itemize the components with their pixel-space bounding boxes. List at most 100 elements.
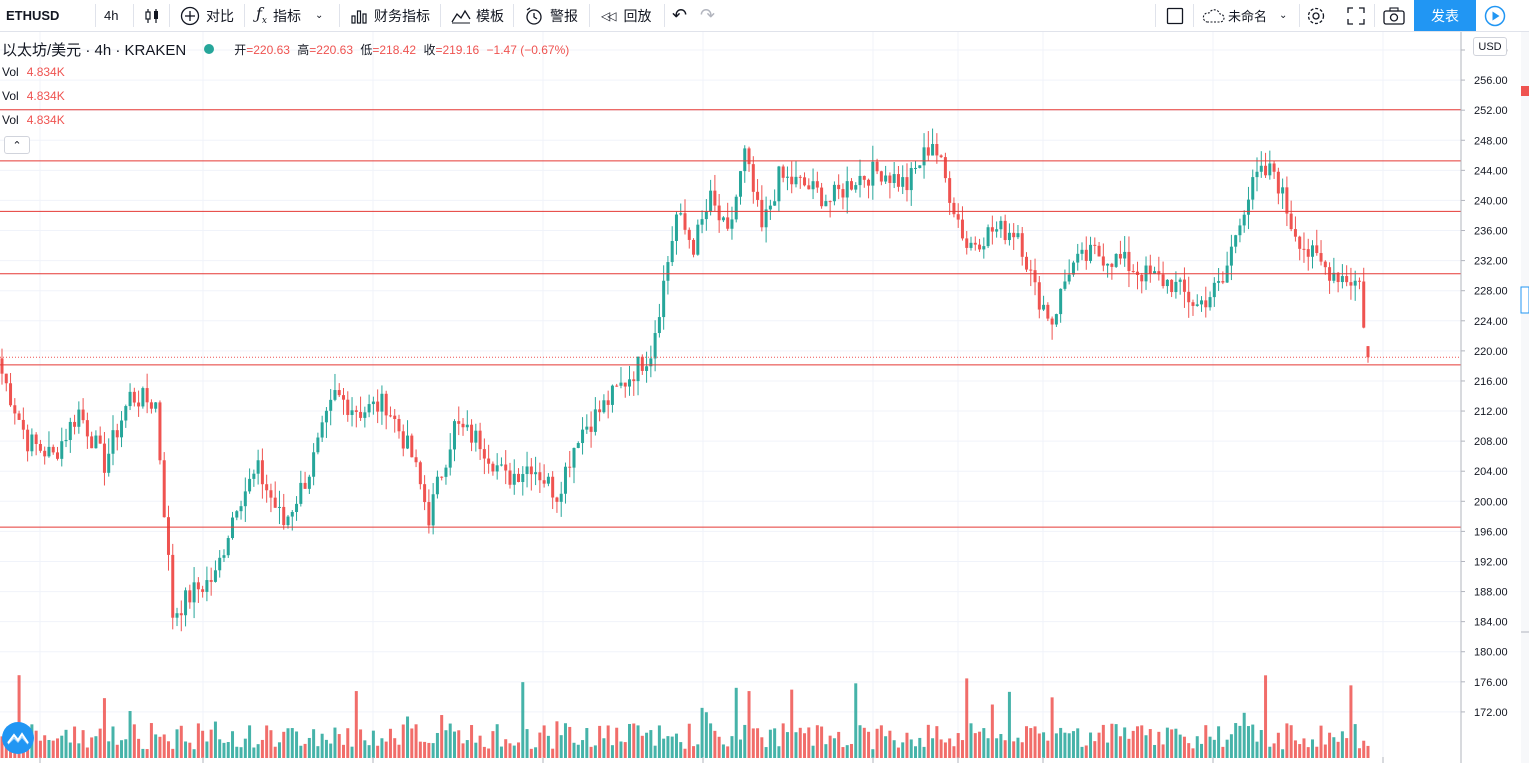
candle-body: [290, 511, 294, 517]
layout-button[interactable]: [1166, 0, 1184, 31]
templates-button[interactable]: 模板: [451, 0, 504, 31]
volume-bar: [1170, 729, 1174, 758]
volume-bar: [1067, 733, 1071, 758]
volume-bar: [414, 724, 418, 758]
financials-button[interactable]: 财务指标: [350, 0, 430, 31]
candle-body: [1221, 281, 1225, 283]
candle-body: [854, 185, 858, 190]
price-tick-label: 236.00: [1474, 226, 1508, 238]
volume-bar: [491, 731, 495, 758]
volume-bar: [1123, 727, 1127, 758]
volume-legend[interactable]: Vol 4.834K: [2, 65, 65, 79]
candle-body: [807, 185, 811, 190]
toolbar-divider: [513, 4, 514, 27]
volume-bar: [1212, 739, 1216, 758]
candle-body: [790, 176, 794, 185]
chart-type-button[interactable]: [143, 0, 161, 31]
candle-body: [960, 219, 964, 239]
candle-body: [81, 409, 85, 421]
price-tick-label: 192.00: [1474, 556, 1508, 568]
price-chart[interactable]: 252.05245.26238.55230.25218.14196.56219.…: [0, 32, 1529, 763]
price-axis[interactable]: 172.00 176.00 180.00 184.00 188.00 192.00 196.…: [1460, 32, 1529, 763]
candle-body: [798, 176, 802, 178]
alert-label: 警报: [550, 7, 578, 24]
volume-bar: [1225, 739, 1229, 758]
snapshot-button[interactable]: [1383, 0, 1405, 31]
price-tick-label: 200.00: [1474, 496, 1508, 508]
candle-body: [901, 177, 905, 187]
price-tick-label: 248.00: [1474, 135, 1508, 147]
volume-bar: [657, 725, 661, 758]
candle-body: [1059, 288, 1063, 315]
replay-button[interactable]: ◁◁ 回放: [601, 0, 651, 31]
market-status-dot[interactable]: [204, 44, 215, 54]
candle-body: [1229, 246, 1233, 266]
volume-bar: [73, 726, 77, 758]
candle-body: [478, 430, 482, 450]
candle-body: [858, 175, 862, 186]
symbol-title[interactable]: 以太坊/美元 · 4h · KRAKEN: [2, 41, 187, 59]
volume-bar: [662, 738, 666, 758]
candle-body: [521, 474, 525, 482]
volume-legend[interactable]: Vol 4.834K: [2, 113, 65, 127]
volume-bar: [1276, 732, 1280, 758]
candle-body: [260, 460, 264, 485]
volume-bar: [128, 711, 132, 758]
candle-body: [448, 449, 452, 468]
right-scrollbar[interactable]: [1520, 32, 1529, 763]
volume-bar: [1293, 740, 1297, 758]
volume-bar: [730, 736, 734, 758]
publish-button[interactable]: 发表: [1414, 0, 1476, 31]
candle-body: [141, 388, 145, 407]
tradingview-logo[interactable]: [2, 722, 34, 754]
volume-bar: [683, 748, 687, 758]
candle-body: [30, 434, 34, 452]
volume-bar: [832, 738, 836, 758]
volume-value: 4.834K: [26, 65, 65, 79]
chevron-down-icon[interactable]: ⌄: [315, 10, 324, 21]
candle-body: [965, 238, 969, 248]
volume-bar: [154, 734, 158, 758]
scroll-marker: [1521, 86, 1529, 96]
candle-body: [282, 506, 286, 526]
volume-bar: [1345, 738, 1349, 758]
candle-body: [730, 219, 734, 229]
fullscreen-button[interactable]: [1347, 0, 1365, 31]
volume-bar: [803, 733, 807, 758]
interval-button[interactable]: 4h: [104, 8, 119, 23]
chevron-up-icon: ⌃: [12, 139, 22, 152]
candle-body: [179, 613, 183, 616]
time-axis[interactable]: [39, 757, 1384, 763]
volume-bar: [94, 736, 98, 758]
candle-body: [299, 482, 303, 504]
indicators-button[interactable]: ƒx 指标 ⌄: [256, 0, 323, 31]
candle-body: [679, 213, 683, 215]
volume-bar: [102, 698, 106, 758]
settings-button[interactable]: [1306, 0, 1326, 31]
volume-legend[interactable]: Vol 4.834K: [2, 89, 65, 103]
symbol-search[interactable]: ETHUSD: [6, 8, 60, 23]
redo-icon[interactable]: ↷: [700, 5, 716, 25]
volume-bar: [623, 742, 627, 758]
compare-button[interactable]: 对比: [180, 0, 234, 31]
candle-body: [606, 400, 610, 405]
volume-bar: [1106, 742, 1110, 758]
play-button[interactable]: [1484, 0, 1506, 31]
volume-bar: [1246, 726, 1250, 758]
candle-body: [324, 410, 328, 423]
candle-body: [1208, 297, 1212, 308]
candle-body: [1187, 291, 1191, 303]
currency-selector[interactable]: USD: [1473, 37, 1507, 56]
candle-body: [90, 436, 94, 449]
chevron-down-icon[interactable]: ⌄: [1279, 10, 1288, 21]
candle-body: [1114, 253, 1118, 267]
save-layout-button[interactable]: 未命名 ⌄: [1201, 0, 1287, 31]
volume-bar: [747, 691, 751, 758]
volume-bar: [1135, 726, 1139, 758]
volume-bar: [551, 748, 555, 758]
collapse-legend-button[interactable]: ⌃: [4, 136, 30, 154]
undo-icon[interactable]: ↶: [672, 5, 688, 25]
volume-bar: [1046, 740, 1050, 758]
alert-button[interactable]: 警报: [524, 0, 578, 31]
candle-body: [4, 373, 8, 384]
